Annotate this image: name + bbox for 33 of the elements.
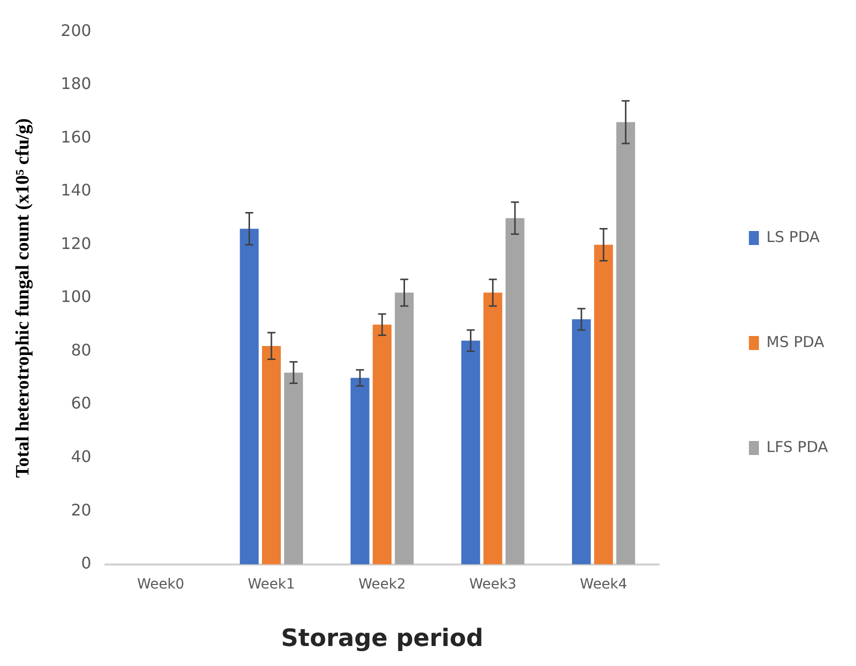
y-tick-label: 40: [70, 446, 92, 466]
bar: [262, 346, 281, 564]
y-tick-label: 100: [60, 287, 92, 306]
y-tick-label: 20: [70, 500, 92, 520]
x-tick-label: Week1: [248, 576, 296, 592]
bar: [594, 244, 613, 564]
x-tick-label: Week4: [580, 576, 628, 592]
bar: [394, 292, 414, 564]
legend-label: MS PDA: [766, 332, 825, 351]
bar: [372, 324, 392, 564]
x-tick-label: Week0: [137, 576, 184, 592]
bar: [461, 340, 480, 564]
y-tick-label: 160: [60, 127, 92, 146]
bar: [284, 372, 303, 564]
bar: [350, 378, 370, 564]
y-axis-title: Total heterotrophic fungal count (x10⁵ cfu/g): [12, 118, 34, 478]
y-tick-label: 180: [60, 74, 92, 94]
legend-label: LS PDA: [766, 228, 820, 246]
y-tick-label: 140: [60, 180, 92, 200]
bar: [616, 122, 636, 564]
y-tick-label: 60: [70, 394, 92, 413]
x-tick-label: Week2: [358, 576, 406, 592]
y-tick-label: 200: [60, 20, 92, 40]
bar: [506, 218, 524, 564]
y-tick-label: 80: [70, 340, 92, 360]
y-tick-label: 0: [81, 554, 92, 573]
bar: [240, 228, 259, 564]
bar: [483, 292, 502, 564]
legend-label: LFS PDA: [766, 438, 829, 456]
x-axis-title: Storage period: [280, 624, 484, 652]
bar: [572, 319, 591, 564]
y-tick-label: 120: [60, 234, 92, 253]
x-tick-label: Week3: [469, 576, 516, 592]
